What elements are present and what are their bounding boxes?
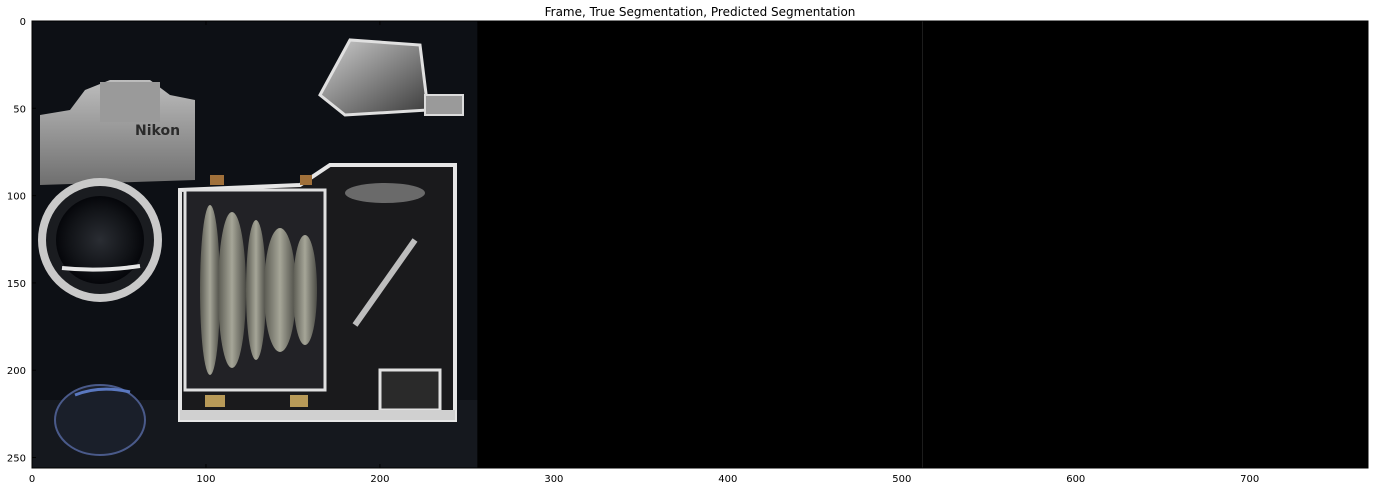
lens-element-4 [264,228,296,352]
x-tick-label: 200 [370,474,389,485]
lens-element-1 [200,205,220,375]
x-tick-label: 400 [718,474,737,485]
x-tick-label: 0 [29,474,35,485]
lens-reflection [54,384,146,456]
x-tick-label: 600 [1066,474,1085,485]
viewfinder-eyepiece [424,94,464,116]
lens-element-3 [246,220,266,360]
brass-part-1 [205,395,225,407]
y-tick-label: 100 [7,192,26,203]
y-axis-ticks: 0 50 100 150 200 250 [7,17,1368,465]
nikon-logo: Nikon [135,123,180,139]
lens-element-2 [218,212,246,368]
reflection-blue-highlight [74,387,131,397]
background-camera-prism [100,82,160,122]
lens-highlight [61,264,141,272]
frame-panel: Nikon [32,21,478,468]
y-tick-label: 150 [7,279,26,290]
brass-part-3 [210,175,224,185]
figure-title: Frame, True Segmentation, Predicted Segm… [544,5,856,19]
focusing-screen [345,183,425,203]
y-tick-label: 250 [7,454,26,465]
brass-part-2 [290,395,308,407]
y-tick-label: 0 [20,17,26,28]
x-axis-ticks: 0 100 200 300 400 500 600 700 [29,21,1259,485]
cutaway-camera [178,38,464,422]
x-tick-label: 300 [544,474,563,485]
predicted-segmentation-panel [922,21,1368,468]
brass-part-4 [300,175,312,185]
cutaway-pentaprism [318,38,430,117]
reflex-mirror [352,238,418,327]
segmentation-panels [477,21,1368,468]
x-tick-label: 700 [1240,474,1259,485]
x-tick-label: 100 [196,474,215,485]
x-tick-label: 500 [892,474,911,485]
y-tick-label: 50 [13,104,26,115]
shutter-housing [378,368,442,412]
base-plate [180,410,455,420]
lens-element-5 [293,235,317,345]
true-segmentation-panel [477,21,923,468]
y-tick-label: 200 [7,366,26,377]
background-lens-glass [56,196,144,284]
axes-frame [31,20,1369,469]
